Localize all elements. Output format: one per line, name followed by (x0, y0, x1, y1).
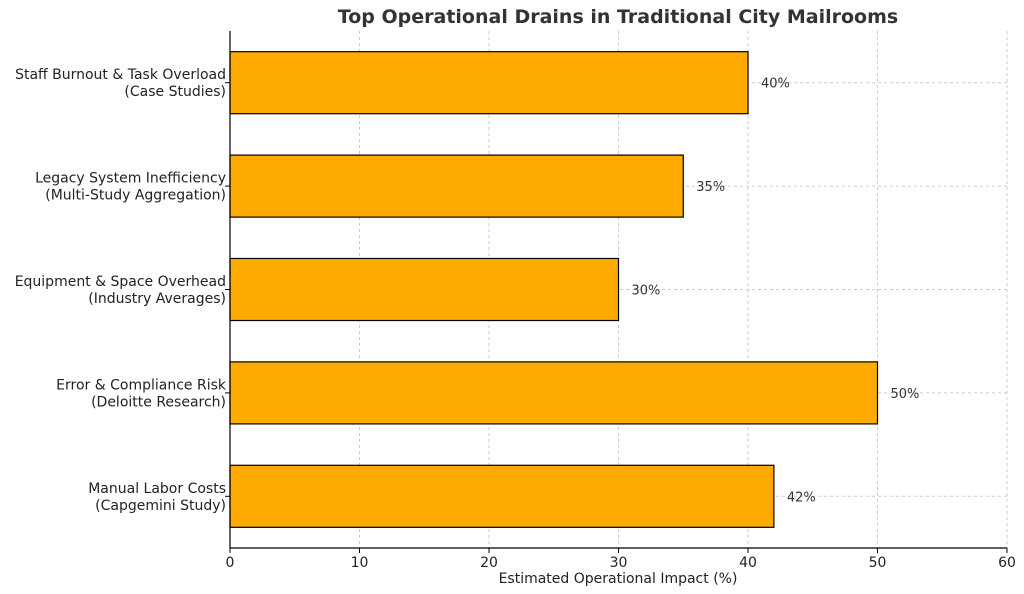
y-category-label: Legacy System Inefficiency (35, 171, 226, 187)
x-tick-label: 30 (610, 555, 628, 571)
chart-title: Top Operational Drains in Traditional Ci… (338, 6, 898, 28)
data-label: 35% (696, 180, 725, 195)
y-category-label: Equipment & Space Overhead (15, 274, 226, 290)
x-axis-label: Estimated Operational Impact (%) (499, 571, 738, 587)
x-tick-label: 20 (480, 555, 498, 571)
x-tick-label: 0 (226, 555, 235, 571)
data-label: 50% (891, 387, 920, 402)
y-category-label: (Multi-Study Aggregation) (45, 188, 226, 204)
bar (229, 51, 749, 115)
category-labels: Staff Burnout & Task Overload(Case Studi… (15, 67, 227, 514)
y-category-label: (Capgemini Study) (95, 498, 226, 514)
x-tick-label: 40 (739, 555, 757, 571)
data-label: 40% (761, 77, 790, 92)
data-label: 30% (632, 284, 661, 299)
data-label: 42% (787, 490, 816, 505)
axes: 0 10 20 30 40 50 60 (225, 31, 1016, 571)
y-category-label: Manual Labor Costs (88, 481, 226, 497)
y-category-label: (Industry Averages) (88, 291, 226, 307)
x-tick-label: 50 (869, 555, 887, 571)
x-tick-label: 60 (998, 555, 1016, 571)
bar (229, 464, 775, 528)
bars (229, 51, 879, 528)
y-category-label: (Case Studies) (124, 84, 226, 100)
y-category-label: Staff Burnout & Task Overload (15, 67, 226, 83)
y-category-label: (Deloitte Research) (91, 394, 226, 410)
data-labels: 40% 35% 30% 50% 42% (632, 77, 920, 506)
x-tick-label: 10 (351, 555, 369, 571)
bar (229, 361, 879, 425)
bar (229, 154, 684, 218)
y-category-label: Error & Compliance Risk (56, 377, 227, 393)
bar (229, 257, 620, 322)
